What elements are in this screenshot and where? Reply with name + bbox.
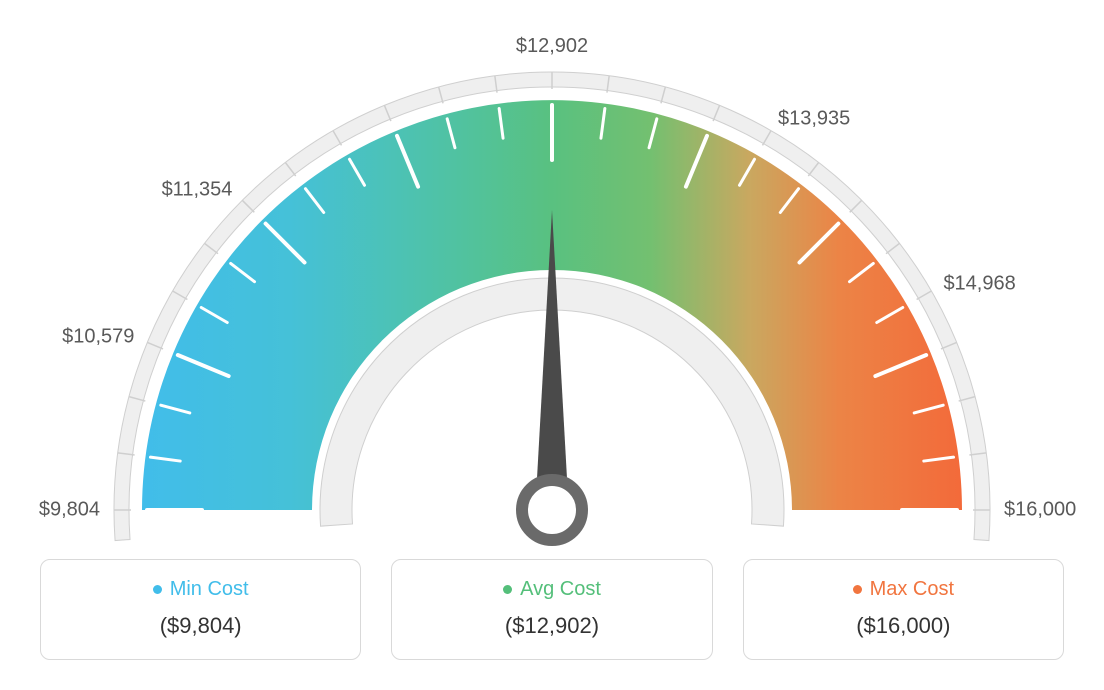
min-cost-title: Min Cost: [51, 578, 350, 601]
avg-cost-card: Avg Cost ($12,902): [391, 559, 712, 660]
avg-cost-title: Avg Cost: [402, 578, 701, 601]
max-cost-value: ($16,000): [754, 613, 1053, 639]
min-cost-value: ($9,804): [51, 613, 350, 639]
avg-cost-label: Avg Cost: [520, 578, 601, 601]
min-cost-label: Min Cost: [170, 578, 249, 601]
gauge-tick-label: $14,968: [943, 273, 1015, 296]
avg-cost-value: ($12,902): [402, 613, 701, 639]
gauge-tick-label: $9,804: [39, 499, 100, 522]
gauge-tick-label: $12,902: [516, 35, 588, 58]
max-cost-title: Max Cost: [754, 578, 1053, 601]
gauge-chart: $9,804 $10,579 $11,354 $12,902 $13,935 $14,96…: [0, 0, 1104, 540]
gauge-tick-label: $10,579: [62, 326, 134, 349]
min-cost-card: Min Cost ($9,804): [40, 559, 361, 660]
gauge-svg: [102, 40, 1002, 550]
summary-cards: Min Cost ($9,804) Avg Cost ($12,902) Max…: [40, 559, 1064, 660]
min-dot-icon: [153, 585, 162, 594]
avg-dot-icon: [503, 585, 512, 594]
gauge-tick-label: $11,354: [162, 179, 233, 202]
max-cost-label: Max Cost: [870, 578, 954, 601]
gauge-tick-label: $16,000: [1004, 499, 1076, 522]
gauge-tick-label: $13,935: [778, 107, 850, 130]
max-cost-card: Max Cost ($16,000): [743, 559, 1064, 660]
max-dot-icon: [853, 585, 862, 594]
